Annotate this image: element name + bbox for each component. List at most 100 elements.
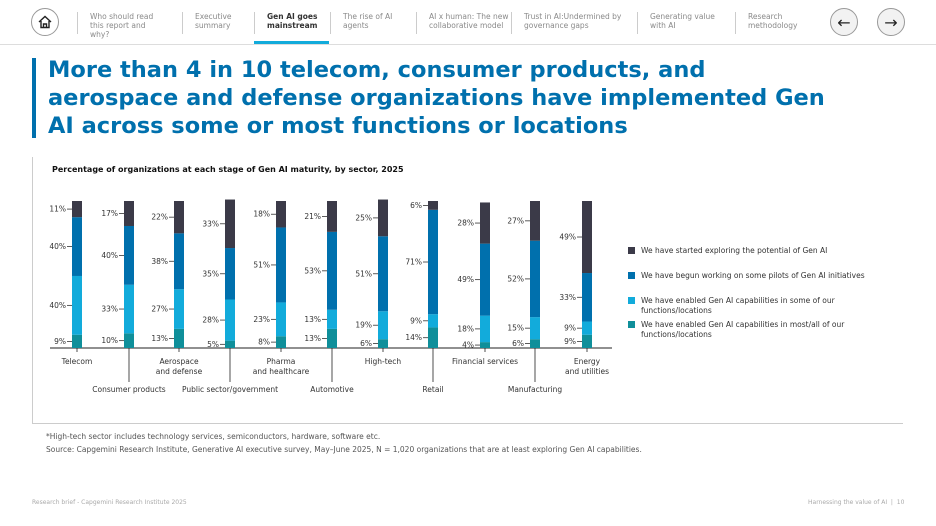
legend-item: We have started exploring the potential … [628, 246, 908, 256]
nav-tab-4[interactable]: The rise of AI agents [330, 12, 413, 34]
arrow-right-icon: → [884, 12, 898, 32]
bar-segment [225, 299, 235, 341]
bar-segment [582, 321, 592, 335]
bar-segment [480, 243, 490, 316]
bar-segment [428, 327, 438, 348]
bar-segment [378, 236, 388, 312]
page-title: More than 4 in 10 telecom, consumer prod… [48, 57, 825, 139]
legend-swatch [628, 272, 635, 279]
data-label: 6% [410, 201, 422, 210]
bar-segment [124, 225, 134, 285]
footer-title: Harnessing the value of AI [808, 499, 888, 506]
nav-tab-7[interactable]: Generating value with AI [637, 12, 720, 34]
data-label: 51% [355, 269, 372, 278]
bar-segment [276, 302, 286, 337]
data-label: 5% [207, 340, 219, 349]
data-label: 52% [507, 274, 524, 283]
legend-swatch [628, 247, 635, 254]
data-label: 51% [253, 260, 270, 269]
nav-tab-3[interactable]: Gen AI goes mainstream [254, 12, 337, 34]
previous-page-button[interactable]: ← [830, 8, 858, 36]
data-label: 28% [202, 316, 219, 325]
category-label: and healthcare [253, 367, 310, 376]
title-accent-bar [32, 58, 36, 138]
category-label: Retail [422, 385, 443, 394]
legend-item: We have enabled Gen AI capabilities in m… [628, 320, 908, 340]
bar-segment [225, 340, 235, 348]
data-label: 40% [49, 242, 66, 251]
nav-tab-5[interactable]: AI x human: The new collaborative model [416, 12, 529, 34]
legend-label: We have started exploring the potential … [641, 246, 828, 255]
source-note: Source: Capgemini Research Institute, Ge… [46, 445, 642, 454]
data-label: 18% [253, 210, 270, 219]
category-label: Pharma [267, 357, 296, 366]
bar-segment [327, 231, 337, 310]
bar-segment [72, 217, 82, 276]
data-label: 17% [101, 209, 118, 218]
legend-item: We have begun working on some pilots of … [628, 271, 908, 281]
bar-segment [124, 333, 134, 348]
category-label: Financial services [452, 357, 518, 366]
legend-item: We have enabled Gen AI capabilities in s… [628, 296, 908, 316]
bar-segment [428, 209, 438, 315]
data-label: 21% [304, 212, 321, 221]
page-number: 10 [896, 499, 905, 506]
data-label: 10% [101, 336, 118, 345]
bar-segment [72, 334, 82, 348]
footnote: *High-tech sector includes technology se… [46, 432, 381, 441]
bar-segment [582, 334, 592, 348]
bar-segment [124, 284, 134, 334]
bar-segment [378, 199, 388, 237]
category-label: Public sector/government [182, 385, 278, 394]
data-label: 23% [253, 315, 270, 324]
bar-segment [530, 201, 540, 241]
category-label: and utilities [565, 367, 609, 376]
bar-segment [276, 227, 286, 303]
nav-tab-8[interactable]: Research methodology [735, 12, 818, 34]
category-label: Energy [574, 357, 601, 366]
data-label: 13% [304, 334, 321, 343]
data-label: 6% [512, 339, 524, 348]
home-button[interactable] [31, 8, 59, 36]
bar-segment [327, 309, 337, 329]
next-page-button[interactable]: → [877, 8, 905, 36]
bar-segment [327, 328, 337, 348]
data-label: 40% [49, 301, 66, 310]
bar-segment [174, 289, 184, 329]
bar-segment [428, 201, 438, 210]
data-label: 25% [355, 213, 372, 222]
category-label: and defense [156, 367, 203, 376]
bar-segment [480, 342, 490, 348]
category-label: Aerospace [159, 357, 199, 366]
legend-swatch [628, 321, 635, 328]
nav-tab-1[interactable]: Who should read this report and why? [77, 12, 160, 39]
nav-tab-2[interactable]: Executive summary [182, 12, 265, 34]
data-label: 9% [54, 337, 66, 346]
data-label: 33% [202, 219, 219, 228]
data-label: 53% [304, 266, 321, 275]
data-label: 15% [507, 324, 524, 333]
bar-segment [582, 201, 592, 274]
bar-segment [276, 201, 286, 228]
data-label: 22% [151, 213, 168, 222]
data-label: 49% [457, 275, 474, 284]
arrow-left-icon: ← [837, 12, 851, 32]
bar-segment [225, 199, 235, 249]
category-label: Automotive [310, 385, 354, 394]
category-label: Manufacturing [508, 385, 563, 394]
nav-tab-6[interactable]: Trust in AI:Undermined by governance gap… [511, 12, 624, 34]
category-label: High-tech [365, 357, 402, 366]
data-label: 6% [360, 339, 372, 348]
legend-swatch [628, 297, 635, 304]
bar-segment [225, 248, 235, 300]
data-label: 11% [49, 205, 66, 214]
bar-segment [378, 311, 388, 340]
data-label: 13% [151, 334, 168, 343]
data-label: 18% [457, 324, 474, 333]
bar-segment [174, 328, 184, 348]
bar-segment [72, 275, 82, 335]
legend-label: We have enabled Gen AI capabilities in m… [641, 320, 845, 339]
category-label: Consumer products [92, 385, 165, 394]
bar-segment [327, 201, 337, 232]
